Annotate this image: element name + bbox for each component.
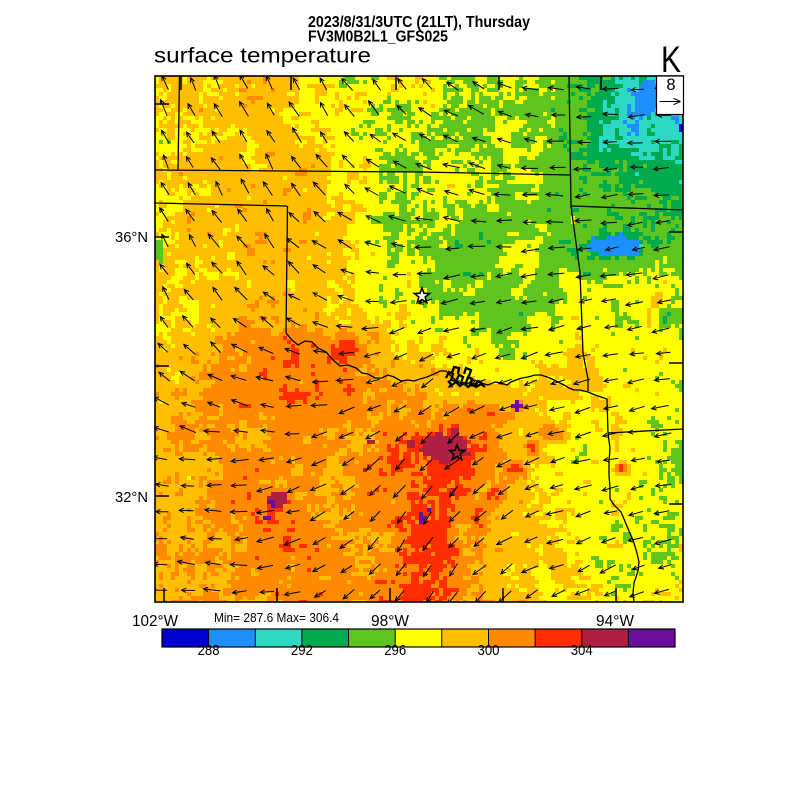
- svg-text:surface temperature: surface temperature: [154, 44, 371, 68]
- svg-text:32°N: 32°N: [115, 489, 148, 506]
- svg-text:2023/8/31/3UTC (21LT), Thursda: 2023/8/31/3UTC (21LT), Thursday: [308, 14, 530, 31]
- svg-text:292: 292: [291, 643, 313, 659]
- svg-text:296: 296: [384, 643, 406, 659]
- svg-text:Min= 287.6 Max= 306.4: Min= 287.6 Max= 306.4: [214, 611, 339, 625]
- svg-text:36°N: 36°N: [115, 229, 148, 246]
- svg-text:8: 8: [666, 76, 675, 94]
- svg-text:98°W: 98°W: [371, 613, 409, 630]
- svg-text:300: 300: [478, 643, 500, 659]
- svg-text:94°W: 94°W: [596, 613, 634, 630]
- svg-text:304: 304: [571, 643, 593, 659]
- svg-text:FV3M0B2L1_GFS025: FV3M0B2L1_GFS025: [308, 29, 448, 46]
- svg-text:102°W: 102°W: [132, 613, 178, 630]
- svg-text:K: K: [661, 39, 681, 80]
- svg-text:288: 288: [198, 643, 220, 659]
